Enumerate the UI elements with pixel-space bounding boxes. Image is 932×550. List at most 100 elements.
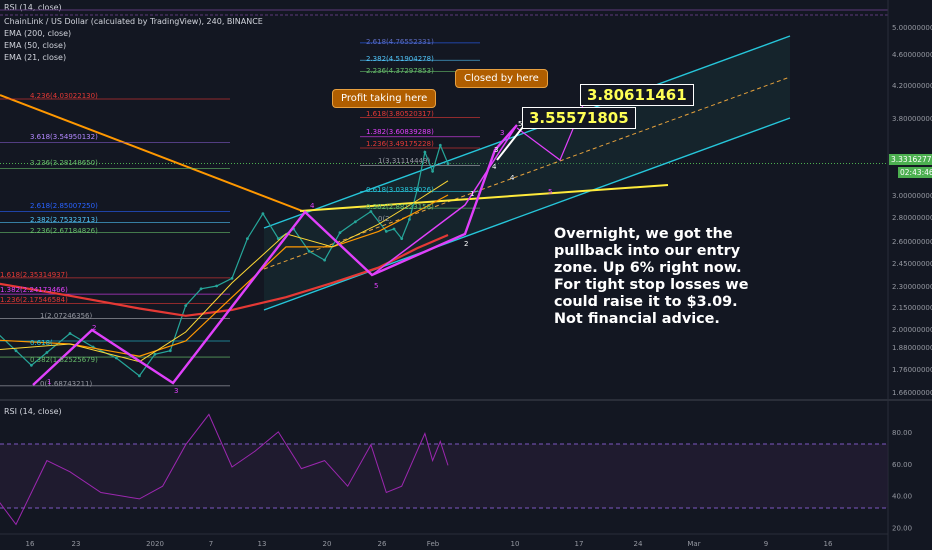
time-tick-label: 2020 xyxy=(146,540,164,548)
series-line xyxy=(0,233,449,317)
price-point xyxy=(168,349,172,353)
fib-label: 0(1.68743211) xyxy=(40,380,92,388)
support-trendline xyxy=(299,184,669,212)
profit-taking-callout: Profit taking here xyxy=(332,89,437,108)
fib-label: 3.236(3.28148650) xyxy=(30,159,98,167)
top-rsi-label: RSI (14, close) xyxy=(4,3,62,12)
fib-label: 2.382(4.51904278) xyxy=(366,55,434,63)
fib-label: 1(2.07246356) xyxy=(40,312,92,320)
time-tick-label: Mar xyxy=(687,540,700,548)
price-point xyxy=(423,150,427,154)
fib-label: 0.382(2.88123158) xyxy=(366,203,434,211)
fib-label: 1.618(3.80520317) xyxy=(366,110,434,118)
fib-label: 2.382(2.75323713) xyxy=(30,216,98,224)
time-tick-label: 16 xyxy=(824,540,833,548)
ema200-legend: EMA (200, close) xyxy=(4,29,72,38)
price-point xyxy=(408,218,411,221)
price-point xyxy=(14,349,18,353)
price-point xyxy=(338,231,342,235)
fib-label: 2.236(4.37297853) xyxy=(366,67,434,75)
time-tick-label: 9 xyxy=(764,540,768,548)
wave-number-label: 3 xyxy=(494,146,498,154)
wave-number-label: 5 xyxy=(518,120,522,128)
wave-channel-lower xyxy=(371,124,518,276)
price-point xyxy=(215,284,219,288)
wave-number-label: 3 xyxy=(174,387,178,395)
price-tick-label: 5.00000000 xyxy=(892,24,932,32)
price-point xyxy=(114,356,118,360)
fib-label: 1(3.31114449) xyxy=(378,157,430,165)
fib-label: 1.236(3.49175228) xyxy=(366,140,434,148)
wave-number-label: 5 xyxy=(548,188,552,196)
rsi-tick-label: 20.00 xyxy=(892,525,912,533)
wave-number-label: 1 xyxy=(47,378,51,386)
price-point xyxy=(431,169,434,173)
price-tick-label: 1.66000000 xyxy=(892,389,932,397)
wave-number-label: 2 xyxy=(464,240,468,248)
current-price-tag: 3.33162773 xyxy=(889,154,932,165)
time-tick-label: 20 xyxy=(323,540,332,548)
price-point xyxy=(400,237,404,241)
time-tick-label: 26 xyxy=(378,540,387,548)
rsi-tick-label: 80.00 xyxy=(892,429,912,437)
fib-label: 0(2. xyxy=(378,215,392,223)
fib-label: 4.236(4.03022130) xyxy=(30,92,98,100)
price-tick-label: 2.45000000 xyxy=(892,260,932,268)
price-point xyxy=(261,212,265,216)
price-point xyxy=(354,220,357,224)
fib-label: 1.236(2.17546584) xyxy=(0,296,68,304)
elliott-wave-line xyxy=(32,124,518,386)
price-point xyxy=(384,230,388,233)
price-point xyxy=(415,188,419,192)
channel-top xyxy=(263,35,791,229)
ema50-legend: EMA (50, close) xyxy=(4,41,67,50)
price-point xyxy=(246,237,249,241)
price-tick-label: 2.15000000 xyxy=(892,304,932,312)
fib-label: 1.618(2.35314937) xyxy=(0,271,68,279)
price-point xyxy=(307,249,311,253)
countdown-tag: 02:43:46 xyxy=(898,167,932,178)
time-tick-label: 16 xyxy=(26,540,35,548)
time-tick-label: 10 xyxy=(511,540,520,548)
fib-label: 0.618( xyxy=(30,339,53,347)
price-point xyxy=(323,258,326,262)
price-point xyxy=(369,210,373,213)
rsi-panel-label: RSI (14, close) xyxy=(4,407,62,416)
closed-by-callout: Closed by here xyxy=(455,69,548,88)
lower-price-box: 3.55571805 xyxy=(522,107,636,129)
price-point xyxy=(184,304,188,307)
wave-number-label: 1 xyxy=(470,190,474,198)
price-tick-label: 4.60000000 xyxy=(892,51,932,59)
wave-number-label: 2 xyxy=(92,324,96,332)
ema21-legend: EMA (21, close) xyxy=(4,53,67,62)
fib-label: 1.382(3.60839288) xyxy=(366,128,434,136)
fib-label: 1.382(2.24173466) xyxy=(0,286,68,294)
fib-label: 2.618(4.76552331) xyxy=(366,38,434,46)
price-point xyxy=(30,363,33,367)
rsi-tick-label: 40.00 xyxy=(892,493,912,501)
price-tick-label: 3.80000000 xyxy=(892,115,932,123)
time-tick-label: 13 xyxy=(258,540,267,548)
fib-label: 2.618(2.85007250) xyxy=(30,202,98,210)
price-point xyxy=(438,143,442,147)
price-point xyxy=(199,287,203,291)
price-tick-label: 4.20000000 xyxy=(892,82,932,90)
price-tick-label: 1.88000000 xyxy=(892,344,932,352)
downtrend-line xyxy=(0,94,306,213)
wave-number-label: 4 xyxy=(510,174,515,182)
series-line xyxy=(0,413,449,526)
analysis-commentary: Overnight, we got the pullback into our … xyxy=(554,226,749,327)
price-point xyxy=(446,162,450,166)
wave-number-label: 5 xyxy=(374,282,378,290)
wave-number-label: 4 xyxy=(492,163,497,171)
price-tick-label: 3.00000000 xyxy=(892,192,932,200)
series-line xyxy=(0,180,449,363)
wave-number-label: 4 xyxy=(310,202,315,210)
symbol-title: ChainLink / US Dollar (calculated by Tra… xyxy=(4,17,263,26)
time-tick-label: Feb xyxy=(427,540,440,548)
price-point xyxy=(68,332,72,335)
time-tick-label: 17 xyxy=(575,540,584,548)
fib-label: 3.618(3.54950132) xyxy=(30,133,98,141)
rsi-band xyxy=(0,444,888,508)
